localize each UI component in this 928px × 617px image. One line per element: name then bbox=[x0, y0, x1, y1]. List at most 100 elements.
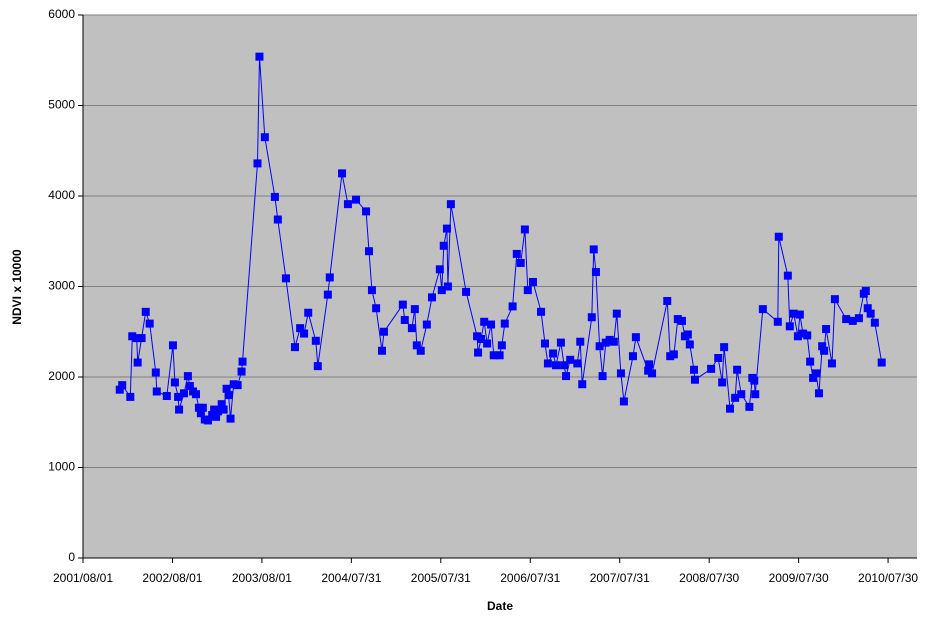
data-point bbox=[325, 273, 334, 282]
data-point bbox=[726, 404, 735, 413]
x-tick-label: 2007/07/31 bbox=[590, 571, 650, 585]
data-point bbox=[141, 307, 150, 316]
data-point bbox=[474, 348, 483, 357]
data-point bbox=[685, 340, 694, 349]
x-tick-label: 2009/07/30 bbox=[769, 571, 829, 585]
data-point bbox=[589, 245, 598, 254]
data-point bbox=[877, 358, 886, 367]
data-point bbox=[224, 391, 233, 400]
data-point bbox=[151, 368, 160, 377]
data-point bbox=[487, 320, 496, 329]
data-point bbox=[137, 334, 146, 343]
data-point bbox=[133, 358, 142, 367]
data-point bbox=[270, 192, 279, 201]
data-point bbox=[552, 361, 561, 370]
data-point bbox=[214, 407, 223, 416]
data-point bbox=[362, 207, 371, 216]
data-point bbox=[398, 300, 407, 309]
data-point bbox=[379, 327, 388, 336]
data-point bbox=[809, 373, 818, 382]
data-point bbox=[281, 274, 290, 283]
y-axis-title: NDVI x 10000 bbox=[10, 249, 24, 325]
data-point bbox=[848, 316, 857, 325]
data-point bbox=[437, 286, 446, 295]
data-point bbox=[520, 225, 529, 234]
data-point bbox=[669, 350, 678, 359]
data-point bbox=[543, 359, 552, 368]
data-point bbox=[830, 295, 839, 304]
data-point bbox=[774, 232, 783, 241]
x-tick-label: 2006/07/31 bbox=[500, 571, 560, 585]
data-point bbox=[822, 325, 831, 334]
data-point bbox=[758, 305, 767, 314]
data-point bbox=[549, 349, 558, 358]
data-point bbox=[562, 372, 571, 381]
data-point bbox=[313, 362, 322, 371]
data-point bbox=[523, 286, 532, 295]
x-tick-label: 2005/07/31 bbox=[411, 571, 471, 585]
data-point bbox=[495, 351, 504, 360]
x-tick-label: 2001/08/01 bbox=[53, 571, 113, 585]
data-point bbox=[516, 258, 525, 267]
data-point bbox=[168, 341, 177, 350]
data-point bbox=[323, 290, 332, 299]
data-point bbox=[132, 334, 141, 343]
data-point bbox=[233, 381, 242, 390]
data-point bbox=[128, 332, 137, 341]
data-point bbox=[443, 282, 452, 291]
data-point bbox=[238, 357, 247, 366]
data-point bbox=[372, 304, 381, 313]
data-point bbox=[814, 389, 823, 398]
x-tick-label: 2008/07/30 bbox=[679, 571, 739, 585]
data-point bbox=[587, 313, 596, 322]
x-tick-label: 2010/07/30 bbox=[858, 571, 918, 585]
data-point bbox=[255, 52, 264, 61]
data-point bbox=[605, 335, 614, 344]
data-point bbox=[377, 346, 386, 355]
data-point bbox=[480, 317, 489, 326]
data-point bbox=[196, 409, 205, 418]
data-point bbox=[609, 337, 618, 346]
data-point bbox=[410, 305, 419, 314]
data-point bbox=[818, 342, 827, 351]
data-point bbox=[677, 316, 686, 325]
data-point bbox=[300, 329, 309, 338]
data-point bbox=[576, 337, 585, 346]
data-point bbox=[628, 352, 637, 361]
data-point bbox=[820, 346, 829, 355]
data-point bbox=[714, 353, 723, 362]
data-point bbox=[203, 416, 212, 425]
data-point bbox=[489, 351, 498, 360]
data-point bbox=[462, 287, 471, 296]
data-point bbox=[645, 360, 654, 369]
data-point bbox=[663, 296, 672, 305]
data-point bbox=[508, 302, 517, 311]
data-point bbox=[152, 387, 161, 396]
data-point bbox=[591, 268, 600, 277]
data-point bbox=[367, 286, 376, 295]
data-point bbox=[198, 403, 207, 412]
data-point bbox=[446, 200, 455, 209]
data-point bbox=[512, 249, 521, 258]
data-point bbox=[566, 355, 575, 364]
data-point bbox=[683, 330, 692, 339]
data-point bbox=[616, 369, 625, 378]
data-point bbox=[145, 319, 154, 328]
data-point bbox=[870, 318, 879, 327]
data-point bbox=[799, 329, 808, 338]
data-point bbox=[412, 341, 421, 350]
data-point bbox=[528, 277, 537, 286]
data-point bbox=[185, 382, 194, 391]
data-point bbox=[500, 319, 509, 328]
data-point bbox=[866, 309, 875, 318]
data-point bbox=[118, 381, 127, 390]
data-point bbox=[648, 369, 657, 378]
data-point bbox=[237, 367, 246, 376]
data-point bbox=[690, 375, 699, 384]
data-point bbox=[595, 342, 604, 351]
x-tick-label: 2003/08/01 bbox=[232, 571, 292, 585]
data-point bbox=[442, 224, 451, 233]
data-point bbox=[737, 390, 746, 399]
data-point bbox=[793, 332, 802, 341]
data-point bbox=[785, 322, 794, 331]
